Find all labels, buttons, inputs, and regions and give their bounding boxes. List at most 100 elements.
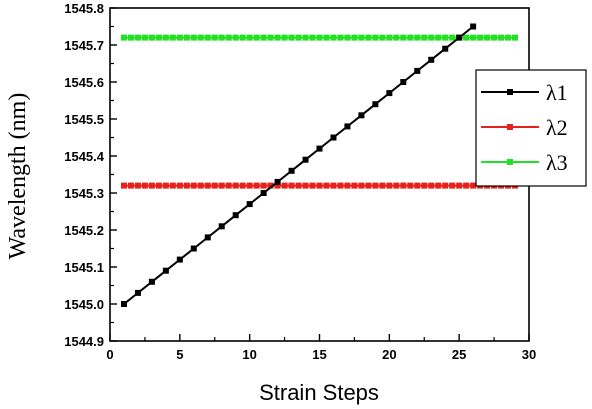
x-tick-label: 10 bbox=[242, 347, 256, 362]
series-3-point bbox=[428, 34, 435, 41]
x-tick-label: 20 bbox=[382, 347, 396, 362]
series-3-point bbox=[442, 34, 449, 41]
series-3-point bbox=[512, 34, 519, 41]
y-axis-label: Wavelength (nm) bbox=[5, 93, 31, 260]
series-2-point bbox=[239, 182, 246, 189]
series-3-point bbox=[386, 34, 393, 41]
series-2-point bbox=[330, 182, 337, 189]
series-3-point bbox=[204, 34, 211, 41]
series-3-point bbox=[295, 34, 302, 41]
legend-marker-2 bbox=[507, 124, 513, 130]
series-3-point bbox=[435, 34, 442, 41]
series-3-point bbox=[491, 34, 498, 41]
series-3-point bbox=[127, 34, 134, 41]
series-3-point bbox=[358, 34, 365, 41]
series-2-point bbox=[155, 182, 162, 189]
series-3-point bbox=[225, 34, 232, 41]
series-2-point bbox=[428, 182, 435, 189]
series-2-point bbox=[253, 182, 260, 189]
series-2-point bbox=[400, 182, 407, 189]
series-3-point bbox=[197, 34, 204, 41]
series-1-point bbox=[386, 90, 393, 97]
series-2-point bbox=[309, 182, 316, 189]
series-3-point bbox=[267, 34, 274, 41]
series-2-point bbox=[435, 182, 442, 189]
series-1-point bbox=[330, 134, 337, 141]
series-2-point bbox=[260, 182, 267, 189]
series-2-point bbox=[225, 182, 232, 189]
series-1-line bbox=[123, 25, 474, 305]
series-3-point bbox=[309, 34, 316, 41]
y-tick-label: 1545.8 bbox=[64, 1, 104, 16]
series-1-point bbox=[204, 234, 211, 241]
y-axis: 1544.9 1545.0 1545.1 1545.2 1545.3 1545.4 1545… bbox=[64, 1, 117, 349]
series-2-point bbox=[442, 182, 449, 189]
series-2-point bbox=[470, 182, 477, 189]
series-1-point bbox=[120, 301, 127, 307]
series-2-point bbox=[344, 182, 351, 189]
series-3-point bbox=[337, 34, 344, 41]
series-2-point bbox=[162, 182, 169, 189]
series-2-point bbox=[456, 182, 463, 189]
series-2-point bbox=[281, 182, 288, 189]
series-3-point bbox=[421, 34, 428, 41]
series-2-point bbox=[197, 182, 204, 189]
series-3-point bbox=[232, 34, 239, 41]
series-3-point bbox=[169, 34, 176, 41]
legend-label-3: λ3 bbox=[546, 150, 568, 175]
series-3-point bbox=[477, 34, 484, 41]
series-3-point bbox=[498, 34, 505, 41]
series-2-point bbox=[295, 182, 302, 189]
series-2-point bbox=[414, 182, 421, 189]
series-1-point bbox=[414, 67, 421, 74]
series-3-point bbox=[148, 34, 155, 41]
series-2-point bbox=[134, 182, 141, 189]
series-2-point bbox=[372, 182, 379, 189]
series-2-point bbox=[183, 182, 190, 189]
series-2-point bbox=[365, 182, 372, 189]
series-1-point bbox=[400, 79, 407, 85]
series-2-point bbox=[204, 182, 211, 189]
y-tick-label: 1544.9 bbox=[64, 334, 104, 349]
series-1-point bbox=[456, 34, 463, 41]
y-tick-label: 1545.6 bbox=[64, 75, 104, 90]
series-3-point bbox=[288, 34, 295, 41]
plot-frame bbox=[109, 7, 530, 342]
series-3-point bbox=[463, 34, 470, 41]
series-2-point bbox=[337, 182, 344, 189]
series-3-point bbox=[176, 34, 183, 41]
series-1-point bbox=[358, 112, 365, 119]
y-tick-label: 1545.5 bbox=[64, 112, 104, 127]
series-1-point bbox=[442, 45, 449, 52]
series-3-point bbox=[330, 34, 337, 41]
y-tick-label: 1545.1 bbox=[64, 260, 104, 275]
series-3-point bbox=[211, 34, 218, 41]
series-2-point bbox=[211, 182, 218, 189]
x-axis: 0 5 10 15 20 25 30 bbox=[106, 334, 536, 362]
series-3-point bbox=[379, 34, 386, 41]
series-1-point bbox=[316, 145, 323, 152]
series-3-point bbox=[246, 34, 253, 41]
series-1-point bbox=[218, 223, 225, 230]
series-2-point bbox=[218, 182, 225, 189]
legend: λ1 λ2 λ3 bbox=[475, 69, 587, 187]
series-2-point bbox=[232, 182, 239, 189]
series-3-point bbox=[372, 34, 379, 41]
series-1-point bbox=[148, 278, 155, 285]
y-tick-label: 1545.4 bbox=[64, 149, 105, 164]
series-2-point bbox=[351, 182, 358, 189]
series-2-point bbox=[323, 182, 330, 189]
series-2-point bbox=[288, 182, 295, 189]
series-3-point bbox=[393, 34, 400, 41]
series-1-point bbox=[428, 56, 435, 63]
series-1-point bbox=[288, 167, 295, 174]
x-tick-label: 5 bbox=[176, 347, 183, 362]
series-1-point bbox=[372, 101, 379, 108]
series-2-point bbox=[141, 182, 148, 189]
series-1-point bbox=[232, 212, 239, 219]
series-2-point bbox=[120, 182, 127, 189]
x-tick-label: 0 bbox=[106, 347, 113, 362]
series-1-point bbox=[162, 267, 169, 274]
series-1-point bbox=[134, 289, 141, 296]
